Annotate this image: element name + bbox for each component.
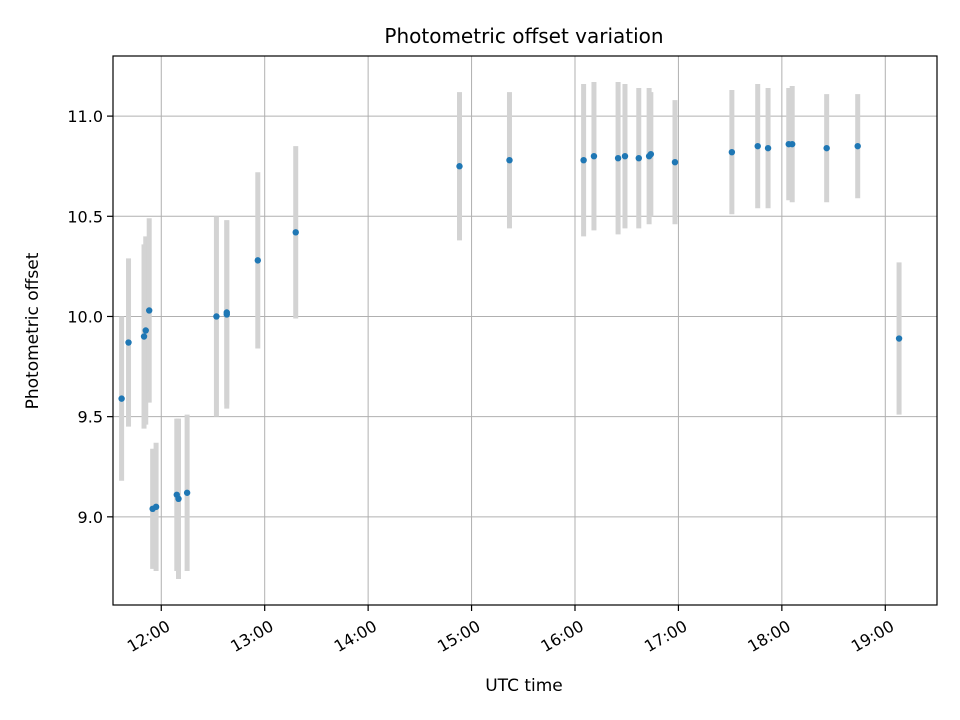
data-point bbox=[456, 163, 463, 170]
x-axis-title: UTC time bbox=[485, 676, 563, 696]
data-point bbox=[754, 142, 761, 150]
data-point bbox=[292, 229, 299, 236]
data-point bbox=[728, 148, 736, 156]
data-points bbox=[118, 140, 903, 513]
data-point bbox=[788, 140, 796, 148]
y-tick-label: 10.0 bbox=[67, 307, 103, 326]
data-point bbox=[140, 333, 148, 340]
y-tick-label: 9.0 bbox=[78, 508, 103, 527]
data-point bbox=[823, 144, 830, 152]
chart-title: Photometric offset variation bbox=[384, 24, 663, 48]
data-point bbox=[254, 257, 262, 264]
data-point bbox=[621, 152, 629, 160]
data-point bbox=[590, 152, 598, 160]
data-point bbox=[183, 489, 191, 496]
data-point bbox=[146, 307, 153, 314]
data-point bbox=[895, 335, 903, 342]
data-point bbox=[580, 156, 587, 164]
data-point bbox=[125, 339, 132, 346]
y-axis-title: Photometric offset bbox=[23, 252, 43, 409]
y-tick-label: 10.5 bbox=[67, 207, 103, 226]
data-point bbox=[175, 495, 182, 503]
data-point bbox=[764, 144, 772, 152]
y-tick-label: 11.0 bbox=[67, 107, 103, 126]
data-point bbox=[671, 158, 679, 166]
data-point bbox=[506, 156, 513, 164]
plot-frame bbox=[112, 55, 938, 606]
data-point bbox=[142, 327, 149, 334]
data-point bbox=[647, 150, 655, 158]
data-point bbox=[854, 142, 861, 150]
data-point bbox=[118, 395, 125, 402]
data-point bbox=[213, 313, 220, 320]
data-point bbox=[635, 154, 642, 162]
y-tick-label: 9.5 bbox=[78, 408, 103, 427]
data-point bbox=[223, 309, 230, 316]
grid-lines bbox=[113, 56, 937, 605]
data-point bbox=[152, 503, 160, 511]
y-axis-ticks: 9.0 9.5 10.0 10.5 11.0 bbox=[67, 107, 113, 527]
data-point bbox=[614, 154, 622, 162]
